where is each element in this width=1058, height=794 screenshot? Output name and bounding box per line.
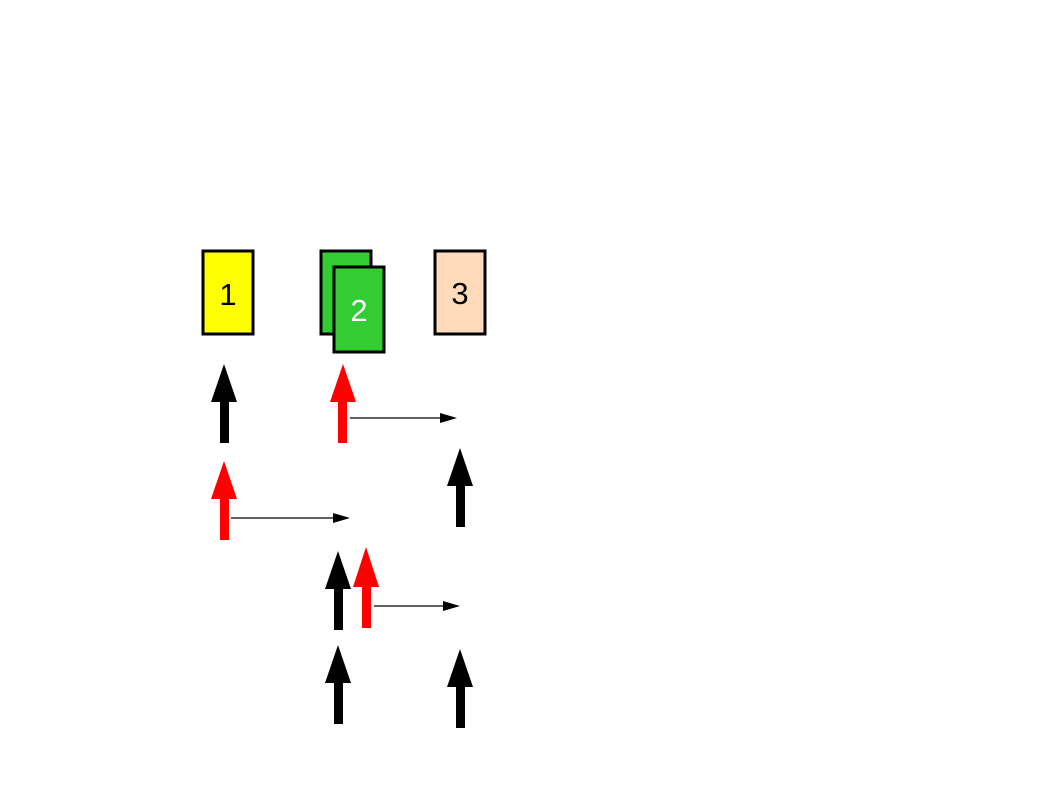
arrow-col3-row2-head — [447, 448, 473, 486]
arrow-col1-row1 — [211, 364, 237, 443]
arrow-col2b-row3-shaft — [362, 586, 371, 628]
card-2: 2 — [319, 249, 386, 354]
arrow-col3-row4-shaft — [456, 685, 465, 728]
connector-3 — [374, 601, 460, 611]
arrow-col1-row1-shaft — [220, 400, 229, 443]
card-3-body — [433, 249, 487, 336]
arrow-col2-row1-shaft — [338, 400, 347, 443]
connector-1 — [350, 413, 457, 423]
card-1: 1 — [201, 249, 255, 336]
arrow-col2-row3-shaft — [334, 587, 343, 630]
card-1-label: 1 — [219, 277, 236, 312]
arrow-col3-row4-head — [447, 649, 473, 687]
connector-2-head — [333, 513, 350, 523]
arrow-col2b-row3-head — [353, 547, 379, 587]
connector-2 — [231, 513, 350, 523]
arrow-col2-row4-head — [325, 645, 351, 683]
connector-1-head — [440, 413, 457, 423]
arrow-col1-row1-head — [211, 364, 237, 402]
arrow-col2-row1 — [330, 364, 356, 443]
arrow-col3-row4 — [447, 649, 473, 728]
card-3: 3 — [433, 249, 487, 336]
arrow-col2-row3 — [325, 551, 351, 630]
arrow-col1-row2 — [211, 461, 237, 540]
arrow-col2b-row3 — [353, 547, 379, 628]
arrow-col1-row2-shaft — [220, 497, 229, 540]
card-2-label: 2 — [350, 293, 367, 328]
arrow-col2-row4-shaft — [334, 681, 343, 724]
arrow-col1-row2-head — [211, 461, 237, 499]
arrow-col3-row2-shaft — [456, 484, 465, 527]
card-3-label: 3 — [451, 276, 468, 311]
arrow-col2-row1-head — [330, 364, 356, 402]
arrow-col3-row2 — [447, 448, 473, 527]
connector-3-head — [443, 601, 460, 611]
card-1-body — [201, 249, 255, 336]
card-2-body — [332, 265, 386, 354]
arrow-col2-row3-head — [325, 551, 351, 589]
arrow-col2-row4 — [325, 645, 351, 724]
